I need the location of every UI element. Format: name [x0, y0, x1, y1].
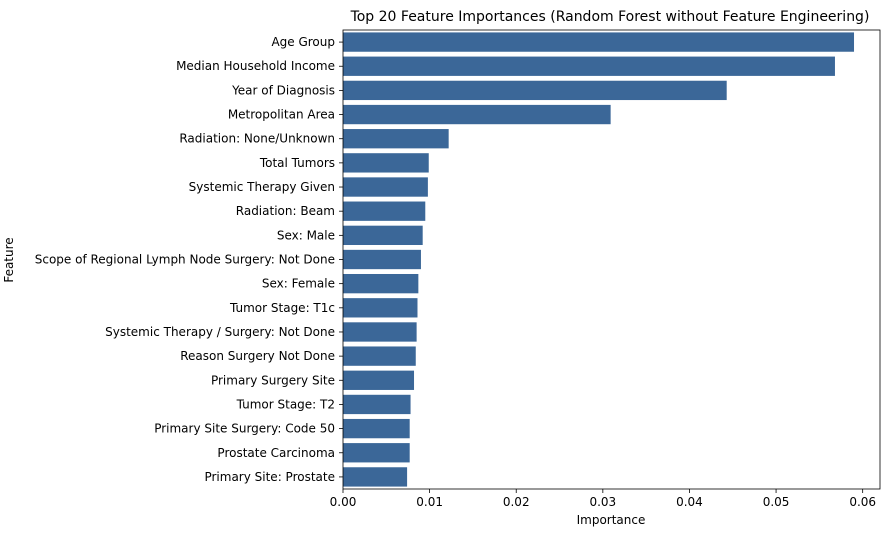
- y-tick-label: Scope of Regional Lymph Node Surgery: No…: [35, 253, 335, 267]
- bar-7: [343, 201, 426, 221]
- bar-1: [343, 56, 835, 76]
- y-tick-label: Sex: Male: [277, 228, 335, 242]
- x-axis-label: Importance: [577, 513, 646, 527]
- y-tick-label: Metropolitan Area: [228, 108, 335, 122]
- x-tick-label: 0.00: [330, 495, 357, 509]
- y-tick-label: Systemic Therapy / Surgery: Not Done: [105, 325, 335, 339]
- y-tick-label: Primary Site: Prostate: [204, 470, 335, 484]
- bar-8: [343, 225, 423, 246]
- y-axis-label: Feature: [2, 237, 16, 282]
- x-tick-label: 0.02: [503, 495, 530, 509]
- x-tick-label: 0.01: [416, 495, 443, 509]
- bar-18: [343, 467, 408, 487]
- bar-0: [343, 32, 855, 52]
- y-axis-ticks: Age Group Median Household Income Year of …: [35, 35, 343, 484]
- bar-9: [343, 249, 421, 270]
- y-tick-label: Reason Surgery Not Done: [180, 349, 335, 363]
- y-tick-label: Radiation: Beam: [236, 204, 335, 218]
- bar-14: [343, 370, 415, 390]
- bars-layer: [343, 32, 855, 487]
- x-tick-label: 0.06: [849, 495, 876, 509]
- bar-13: [343, 346, 416, 366]
- y-tick-label: Median Household Income: [176, 59, 335, 73]
- y-tick-label: Year of Diagnosis: [231, 83, 335, 97]
- y-tick-label: Sex: Female: [262, 277, 335, 291]
- y-tick-label: Tumor Stage: T2: [236, 397, 335, 411]
- bar-12: [343, 322, 417, 342]
- plot-frame: [342, 29, 881, 490]
- bar-4: [343, 129, 449, 149]
- bar-17: [343, 443, 410, 463]
- bar-16: [343, 418, 410, 439]
- bar-11: [343, 298, 418, 318]
- y-tick-label: Systemic Therapy Given: [189, 180, 335, 194]
- y-tick-label: Total Tumors: [259, 156, 335, 170]
- bar-6: [343, 177, 428, 197]
- bar-3: [343, 104, 611, 125]
- bar-5: [343, 153, 429, 173]
- y-tick-label: Tumor Stage: T1c: [229, 301, 335, 315]
- x-tick-label: 0.03: [589, 495, 616, 509]
- y-tick-label: Prostate Carcinoma: [217, 446, 335, 460]
- bar-15: [343, 394, 411, 415]
- y-tick-label: Primary Site Surgery: Code 50: [154, 422, 335, 436]
- bar-2: [343, 80, 727, 101]
- y-tick-label: Age Group: [271, 35, 335, 49]
- x-axis-ticks: 0.00 0.01 0.02 0.03 0.04 0.05 0.06: [330, 489, 876, 509]
- y-tick-label: Radiation: None/Unknown: [179, 132, 335, 146]
- x-tick-label: 0.05: [763, 495, 790, 509]
- y-tick-label: Primary Surgery Site: [211, 373, 335, 387]
- x-tick-label: 0.04: [676, 495, 703, 509]
- chart-title: Top 20 Feature Importances (Random Fores…: [350, 9, 870, 25]
- bar-10: [343, 273, 419, 294]
